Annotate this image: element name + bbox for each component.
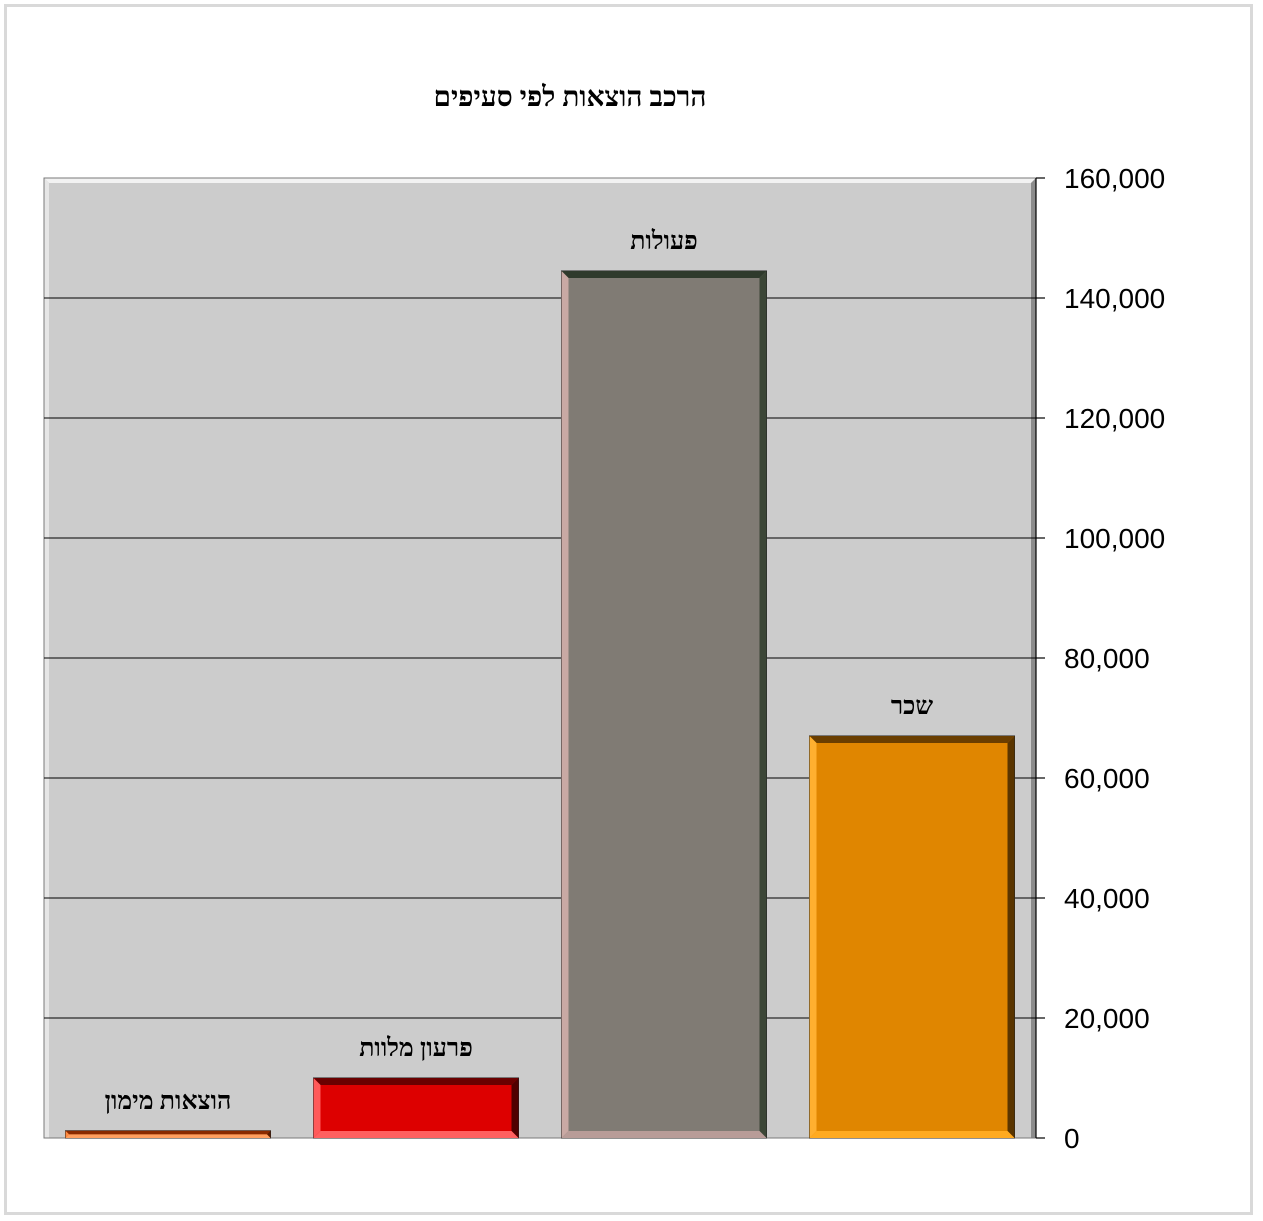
bar-bevel-right (266, 1130, 271, 1138)
chart-title: הרכב הוצאות לפי סעיפים (433, 82, 707, 113)
bar (561, 270, 767, 1139)
bar-bevel-right (759, 271, 767, 1138)
bar-bevel-top (313, 1078, 519, 1085)
y-tick-label: 140,000 (1064, 283, 1165, 314)
bar-inner (568, 278, 760, 1131)
bar-bevel-left (561, 271, 569, 1138)
bar-bevel-bottom (65, 1134, 271, 1138)
y-tick-label: 100,000 (1064, 523, 1165, 554)
bar-bevel-left (65, 1130, 70, 1138)
bar-bevel-top (561, 271, 767, 278)
bar-bevel-left (809, 736, 817, 1138)
y-tick-label: 20,000 (1064, 1003, 1150, 1034)
bar-inner (816, 743, 1008, 1131)
bar-bevel-bottom (809, 1131, 1015, 1138)
bar-bevel-bottom (313, 1131, 519, 1138)
bar (313, 1077, 519, 1139)
bar-bevel-bottom (561, 1131, 767, 1138)
bar-label: פעולות (630, 228, 697, 255)
bar-bevel-top (65, 1130, 271, 1135)
bar-label: פרעון מלוות (359, 1035, 473, 1062)
y-tick-label: 160,000 (1064, 163, 1165, 194)
plot-bevel-top (44, 178, 1036, 183)
y-tick-label: 80,000 (1064, 643, 1150, 674)
bar-bevel-right (1007, 736, 1015, 1138)
bar-inner (320, 1085, 512, 1131)
bar-bevel-top (809, 736, 1015, 743)
y-tick-label: 60,000 (1064, 763, 1150, 794)
y-tick-label: 0 (1064, 1123, 1080, 1154)
bar-label: שכר (891, 693, 933, 720)
bar-label: הוצאות מימון (105, 1088, 232, 1115)
bar (809, 735, 1015, 1139)
y-tick-label: 120,000 (1064, 403, 1165, 434)
bar (65, 1130, 271, 1139)
y-tick-label: 40,000 (1064, 883, 1150, 914)
bar-bevel-left (313, 1078, 321, 1138)
bar-bevel-right (511, 1078, 519, 1138)
